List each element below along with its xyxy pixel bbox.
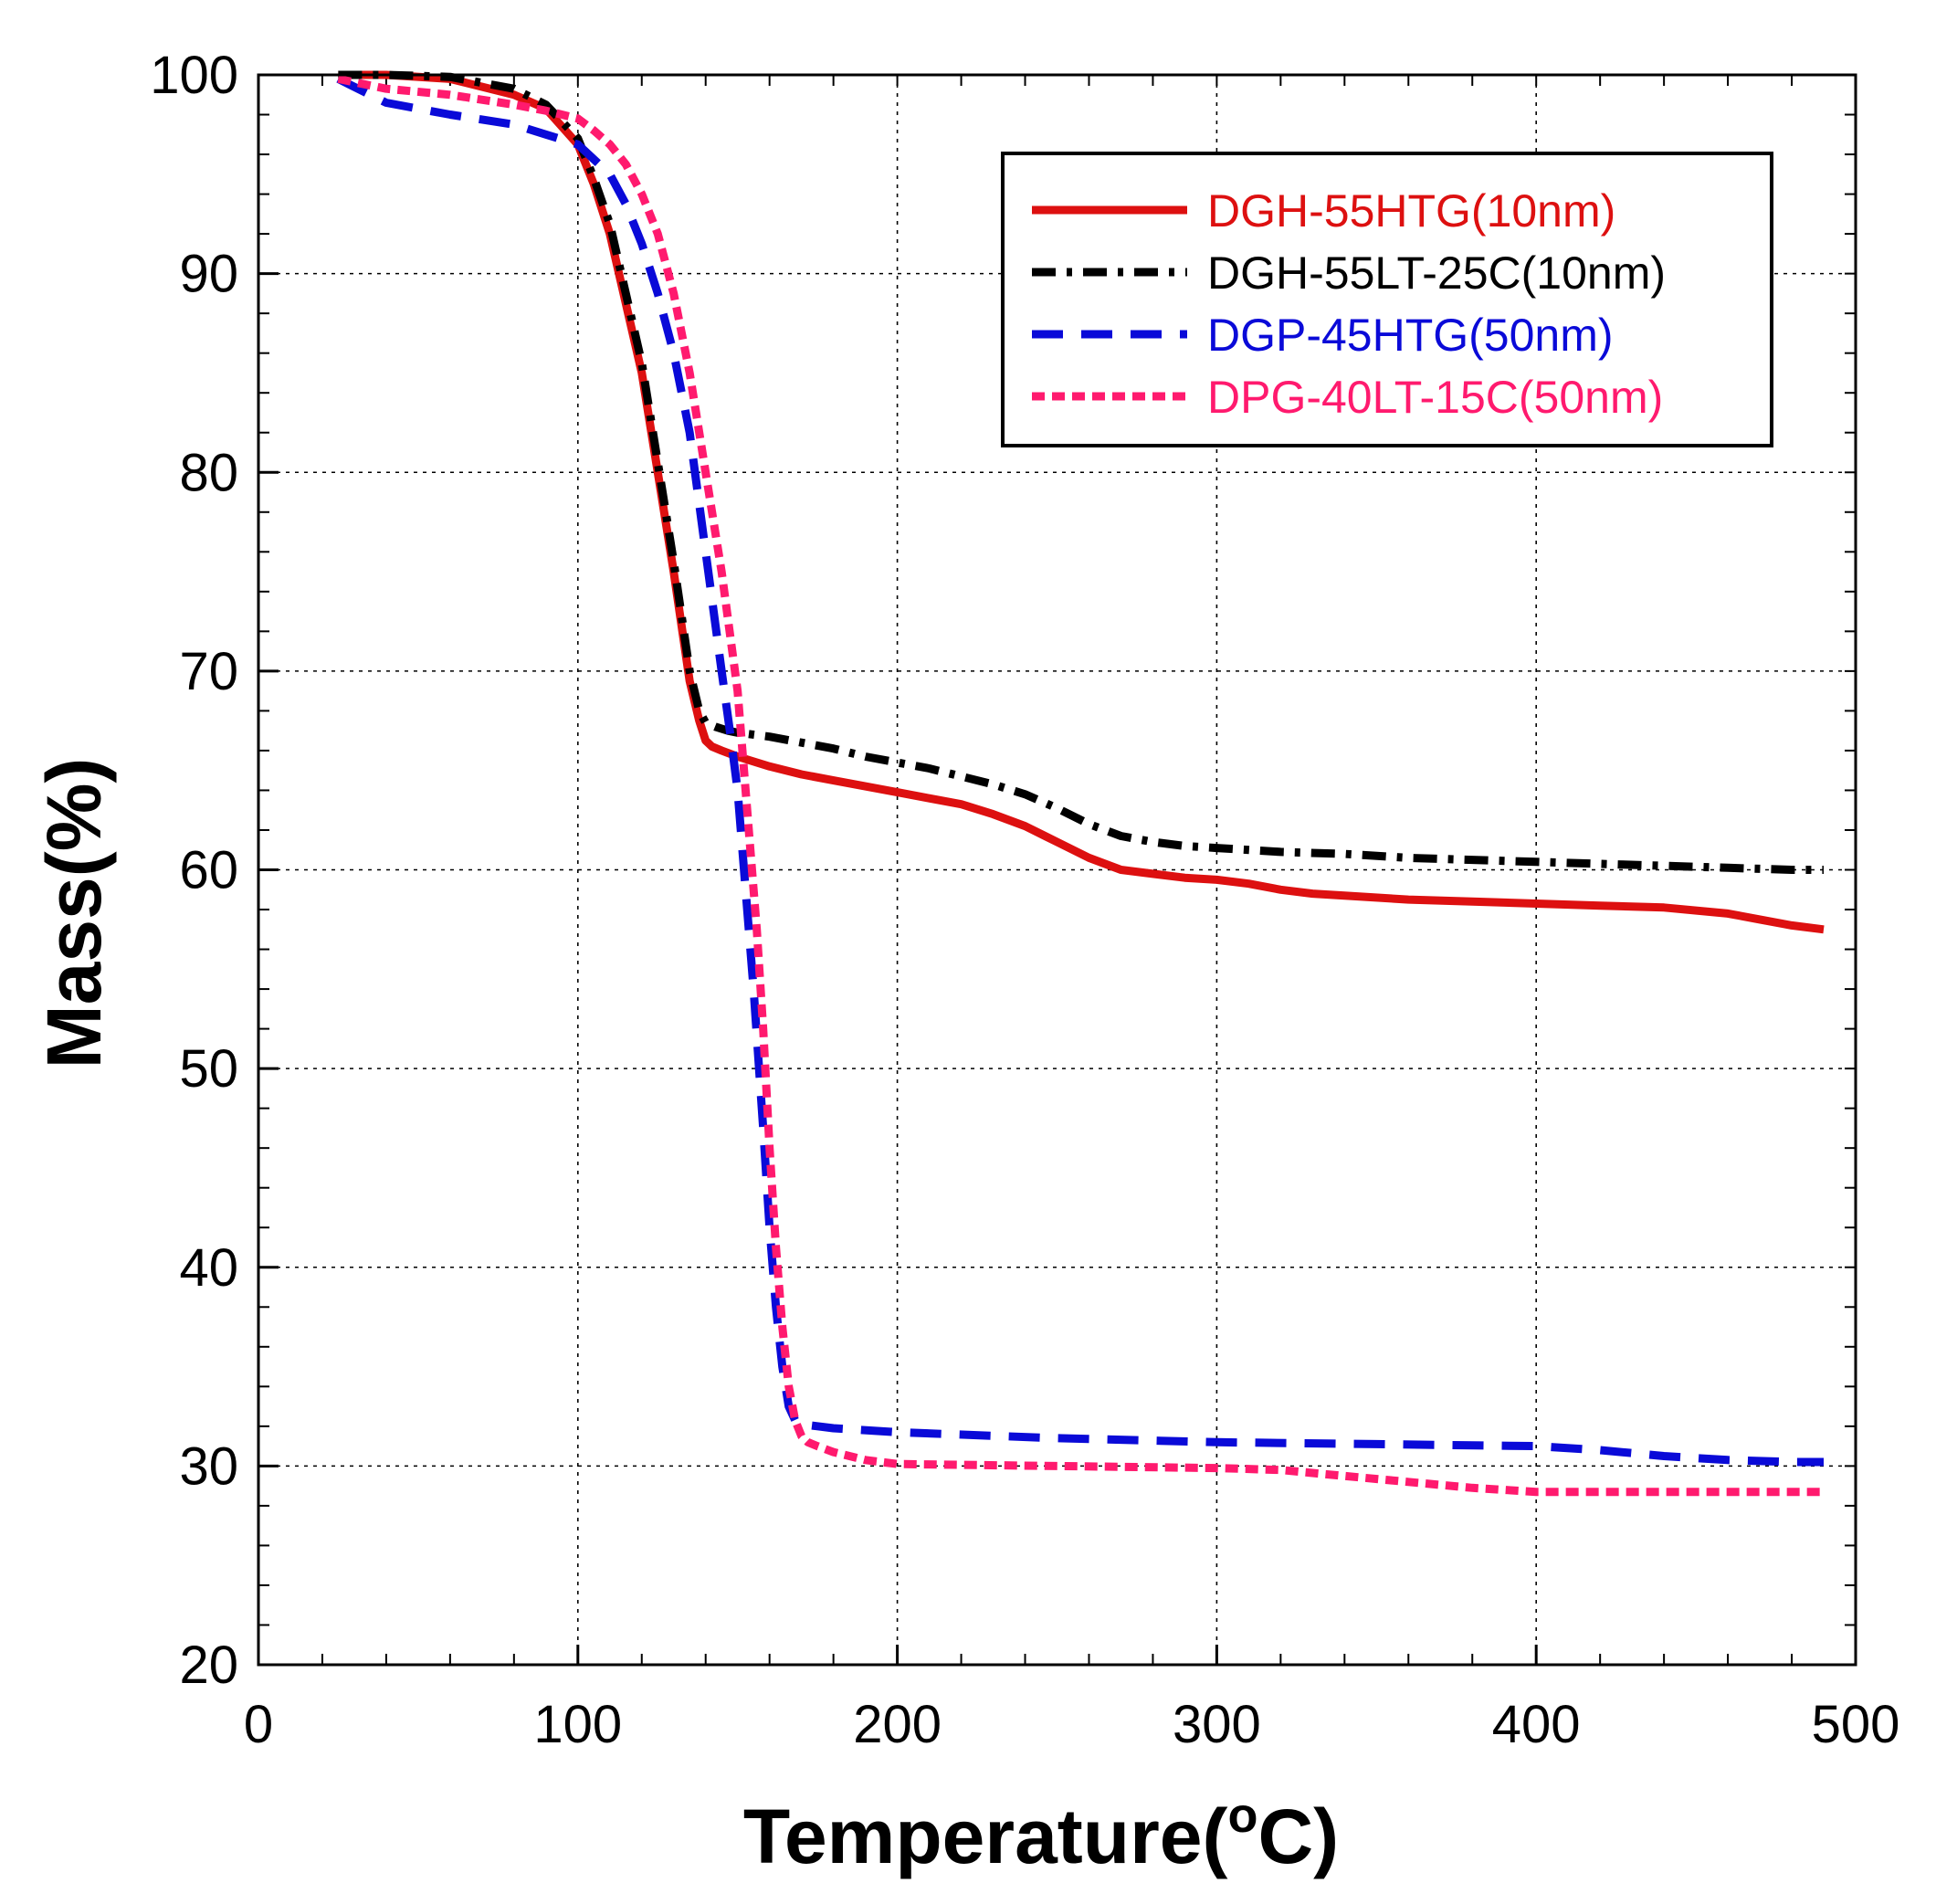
legend-label-2: DGP-45HTG(50nm) xyxy=(1207,310,1614,361)
legend-label-0: DGH-55HTG(10nm) xyxy=(1207,185,1615,237)
x-tick-label-500: 500 xyxy=(1812,1695,1900,1754)
x-axis-title-degree: o xyxy=(1227,1788,1257,1843)
legend-box xyxy=(1001,152,1773,447)
x-axis-title: Temperature(oC) xyxy=(743,1788,1339,1879)
y-tick-label-50: 50 xyxy=(179,1039,238,1099)
x-tick-label-100: 100 xyxy=(533,1695,622,1754)
series-layer xyxy=(336,70,1825,1497)
x-axis-title-main: Temperature xyxy=(743,1794,1203,1879)
legend: DGH-55HTG(10nm) DGH-55LT-25C(10nm) DGP-45H… xyxy=(1001,152,1773,447)
y-tick-label-60: 60 xyxy=(179,841,238,900)
y-tick-label-80: 80 xyxy=(179,443,238,502)
x-axis-title-unit: C) xyxy=(1257,1794,1339,1879)
y-tick-label-90: 90 xyxy=(179,245,238,304)
x-axis-title-open: ( xyxy=(1202,1794,1227,1879)
y-tick-label-40: 40 xyxy=(179,1238,238,1298)
series-line-0 xyxy=(338,70,1825,934)
x-tick-label-400: 400 xyxy=(1492,1695,1581,1754)
series-line-2 xyxy=(336,75,1824,1467)
series-line-3 xyxy=(337,74,1824,1497)
legend-label-3: DPG-40LT-15C(50nm) xyxy=(1207,372,1663,423)
x-axis-ticks: 0 100 200 300 400 500 xyxy=(244,1645,1900,1754)
series-line-1 xyxy=(338,70,1824,874)
y-tick-label-30: 30 xyxy=(179,1436,238,1496)
y-tick-label-70: 70 xyxy=(179,642,238,701)
y-tick-label-100: 100 xyxy=(150,46,238,105)
legend-label-1: DGH-55LT-25C(10nm) xyxy=(1207,247,1666,299)
x-tick-label-0: 0 xyxy=(244,1695,273,1754)
x-tick-label-200: 200 xyxy=(853,1695,942,1754)
x-tick-label-300: 300 xyxy=(1173,1695,1261,1754)
y-axis-ticks: 20 30 40 50 60 70 80 90 100 xyxy=(150,46,279,1695)
y-tick-label-20: 20 xyxy=(179,1636,238,1695)
y-axis-title: Mass(%) xyxy=(31,758,117,1069)
